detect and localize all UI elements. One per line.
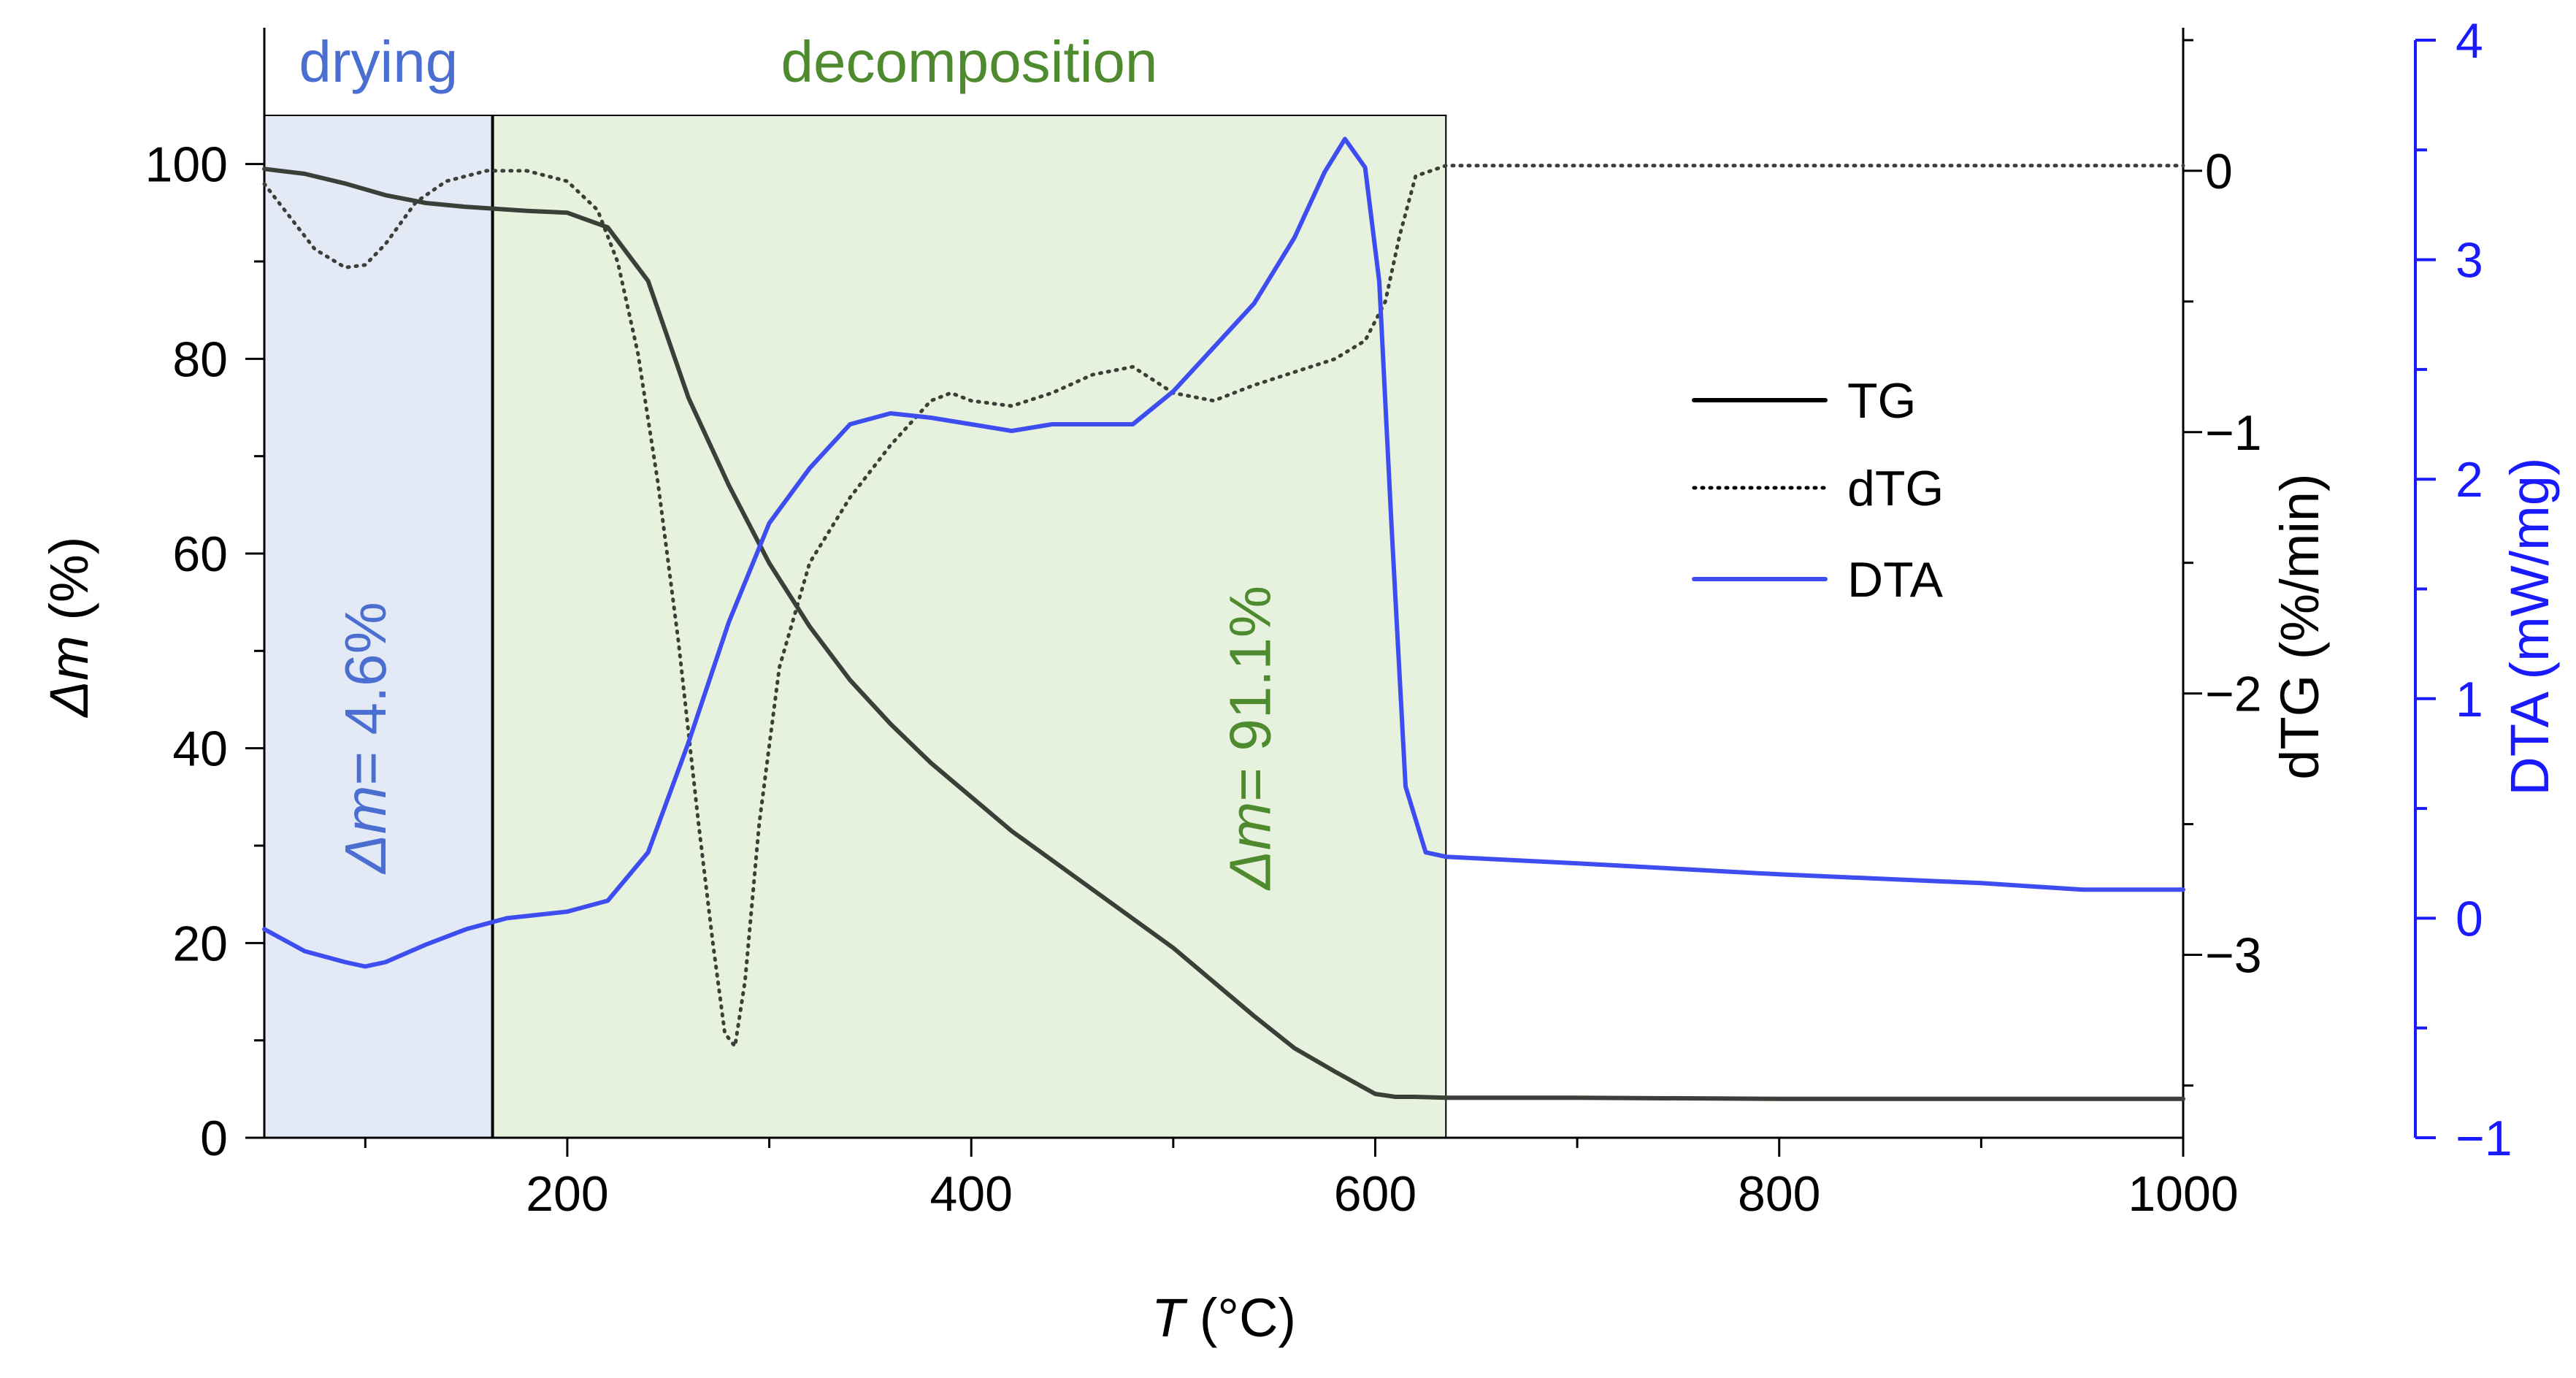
series-layer — [262, 137, 2185, 1101]
left-axis-title: Δm (%) — [39, 537, 99, 719]
region-label-decomposition: decomposition — [781, 29, 1158, 94]
dta-tick-label: 2 — [2456, 452, 2483, 508]
left-tick-label: 100 — [145, 137, 228, 193]
left-tick-label: 80 — [172, 332, 228, 387]
series-dtg — [262, 164, 2185, 1049]
region-annotation-drying: Δm= 4.6% — [333, 602, 398, 875]
annotation-value: = 91.1% — [1218, 586, 1283, 802]
x-tick-label: 600 — [1334, 1166, 1417, 1222]
dta-tick-label: −1 — [2456, 1111, 2512, 1166]
series-dta — [262, 137, 2185, 969]
dtg-tick-label: −1 — [2205, 405, 2262, 461]
dta-tick-label: 4 — [2456, 13, 2483, 69]
legend: TG dTG DTA — [1692, 373, 1944, 608]
dta-tick-label: 3 — [2456, 233, 2483, 288]
dta-tick-label: 1 — [2456, 672, 2483, 727]
dta-axis-title: DTA (mW/mg) — [2499, 457, 2560, 795]
dtg-tick-label: 0 — [2205, 144, 2233, 199]
left-tick-label: 40 — [172, 721, 228, 777]
x-axis-title: T (°C) — [1151, 1287, 1296, 1348]
annotation-symbol: Δm — [1218, 802, 1283, 891]
left-axis-symbol: Δm — [39, 635, 99, 718]
x-tick-label: 1000 — [2128, 1166, 2238, 1222]
dtg-tick-label: −3 — [2205, 928, 2262, 984]
annotation-symbol: Δm — [333, 785, 398, 874]
region-annotation-decomposition: Δm= 91.1% — [1218, 586, 1283, 891]
legend-label-dta: DTA — [1847, 552, 1944, 608]
dtg-axis-title: dTG (%/min) — [2269, 473, 2330, 779]
dta-tick-label: 0 — [2456, 891, 2483, 946]
left-axis-unit: (%) — [39, 537, 99, 636]
x-tick-label: 400 — [929, 1166, 1012, 1222]
region-label-drying: drying — [299, 29, 458, 94]
left-tick-label: 60 — [172, 527, 228, 582]
region-drying — [264, 115, 494, 1138]
x-axis-unit: (°C) — [1184, 1287, 1296, 1348]
region-decomposition — [491, 115, 1447, 1138]
left-tick-label: 20 — [172, 916, 228, 971]
legend-label-tg: TG — [1847, 373, 1916, 429]
x-tick-label: 200 — [526, 1166, 608, 1222]
x-axis-symbol: T — [1151, 1287, 1188, 1348]
x-tick-label: 800 — [1738, 1166, 1820, 1222]
dtg-tick-label: −2 — [2205, 667, 2262, 722]
series-tg — [262, 166, 2185, 1101]
left-tick-label: 0 — [200, 1111, 228, 1166]
annotation-value: = 4.6% — [333, 602, 398, 785]
legend-label-dtg: dTG — [1847, 461, 1944, 516]
